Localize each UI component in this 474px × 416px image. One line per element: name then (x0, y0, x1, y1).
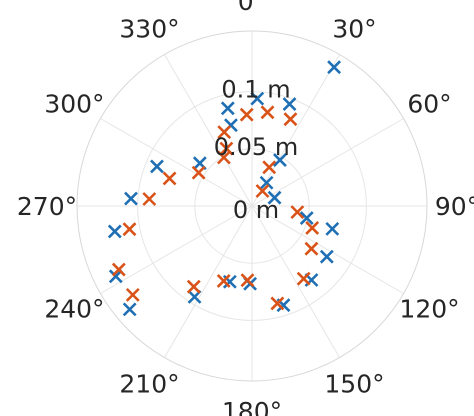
data-point-series-2 (304, 241, 319, 256)
data-point-series-2 (283, 112, 298, 127)
data-point-series-2 (162, 171, 177, 186)
data-point-series-1 (220, 101, 235, 116)
data-point-series-1 (122, 302, 137, 317)
data-point-series-2 (305, 220, 320, 235)
data-point-series-1 (319, 249, 334, 264)
data-point-series-1 (150, 159, 164, 174)
grid-ring (194, 148, 310, 264)
data-point-series-1 (107, 224, 122, 239)
data-point-series-2 (255, 184, 270, 198)
angle-tick-label: 270° (17, 192, 77, 221)
grid-ring (137, 91, 367, 321)
angle-tick-label: 90° (435, 192, 474, 221)
angle-tick-label: 150° (324, 370, 384, 399)
polar-boundary (76, 30, 428, 382)
data-point-series-1 (282, 97, 297, 111)
data-point-series-1 (267, 190, 282, 205)
polar-grid (76, 30, 428, 382)
radial-tick-label: 0.05 m (214, 133, 298, 161)
grid-spoke (164, 54, 253, 207)
data-point-series-2 (217, 125, 232, 140)
data-point-series-2 (290, 205, 305, 220)
data-point-series-2 (191, 165, 206, 180)
grid-spoke (251, 118, 404, 207)
data-point-series-1 (259, 175, 274, 190)
data-point-series-2 (262, 160, 277, 175)
angle-tick-label: 60° (407, 90, 451, 119)
grid-spoke (251, 54, 340, 207)
data-point-series-2 (270, 296, 285, 311)
grid-spoke (251, 205, 404, 294)
data-point-series-2 (260, 105, 275, 120)
angle-tick-label: 30° (332, 14, 376, 43)
data-point-series-2 (122, 222, 137, 237)
grid-spoke (164, 205, 253, 358)
grid-spoke (251, 205, 340, 358)
data-point-series-2 (240, 273, 255, 288)
angle-tick-label: 180° (222, 397, 282, 416)
data-markers (107, 60, 342, 317)
data-point-series-1 (250, 91, 265, 106)
data-point-series-2 (142, 192, 157, 206)
angle-tick-label: 0° (238, 0, 266, 16)
angle-tick-labels: 0° 30° 60° 90° 120° 150° 180° 210° 240° 270° 300° 3… (17, 0, 474, 416)
angle-tick-label: 120° (399, 295, 459, 324)
radial-tick-label: 0.1 m (221, 76, 290, 104)
radial-tick-label: 0 m (233, 196, 279, 224)
data-point-series-2 (239, 107, 254, 122)
grid-spoke (100, 205, 253, 294)
angle-tick-label: 240° (44, 295, 104, 324)
data-point-series-1 (124, 191, 138, 206)
data-point-series-2 (125, 287, 140, 302)
grid-spoke (100, 118, 253, 207)
data-point-series-1 (273, 153, 287, 167)
data-point-series-2 (186, 279, 201, 294)
angle-tick-label: 210° (119, 370, 179, 399)
data-point-series-2 (111, 262, 126, 277)
angle-tick-label: 330° (119, 14, 179, 43)
data-point-series-1 (325, 221, 340, 236)
angle-tick-label: 300° (44, 90, 104, 119)
radial-tick-labels: 0 m 0.05 m 0.1 m (214, 76, 298, 224)
data-point-series-2 (219, 141, 234, 156)
data-point-series-1 (299, 211, 314, 225)
data-point-series-2 (296, 271, 311, 286)
data-point-series-1 (327, 60, 342, 75)
data-point-series-2 (216, 273, 231, 288)
